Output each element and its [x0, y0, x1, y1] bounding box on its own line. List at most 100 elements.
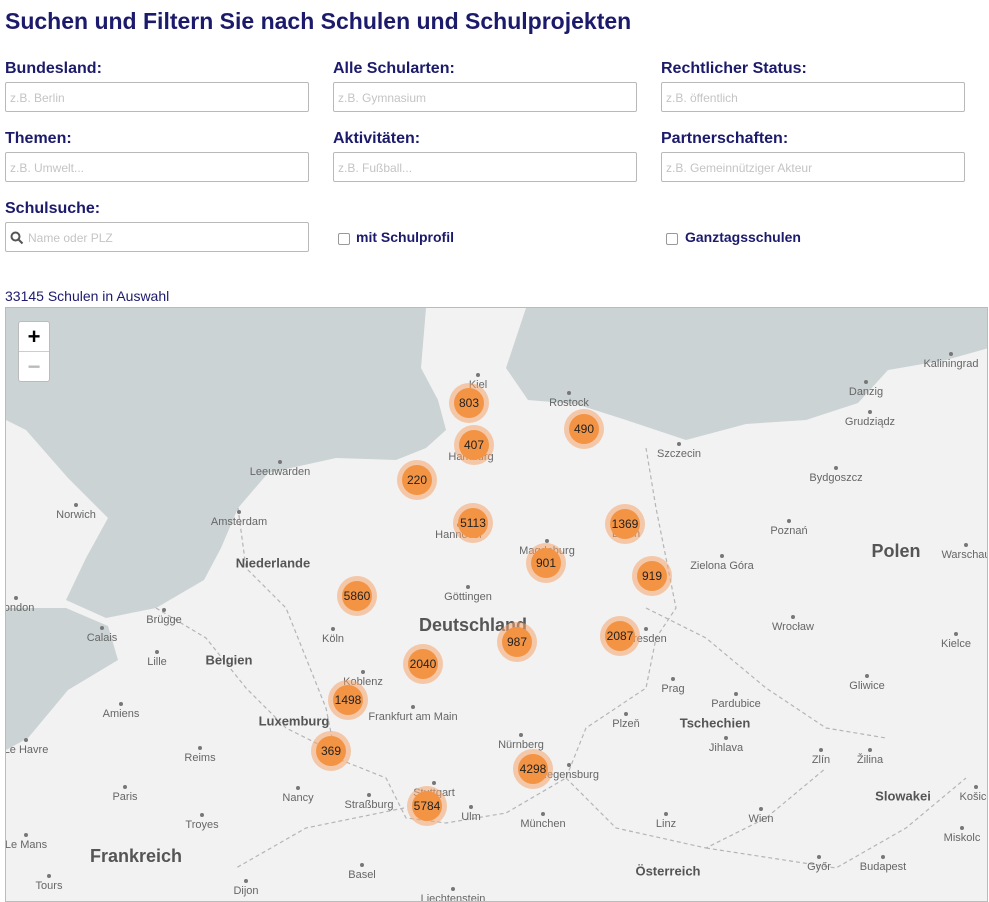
- cluster-marker[interactable]: [610, 509, 640, 539]
- cluster-marker[interactable]: [459, 430, 489, 460]
- place-dot: [119, 702, 123, 706]
- checkbox-label[interactable]: Ganztagsschulen: [685, 229, 801, 245]
- place-label: Ulm: [461, 811, 481, 823]
- place-label: Straßburg: [345, 799, 394, 811]
- cluster-count: 901: [536, 556, 556, 570]
- cluster-marker[interactable]: [569, 414, 599, 444]
- place-label: Lille: [147, 656, 167, 668]
- place-dot: [24, 833, 28, 837]
- input-placeholder: z.B. Berlin: [10, 91, 65, 105]
- cluster-marker[interactable]: [531, 548, 561, 578]
- input-placeholder: Name oder PLZ: [28, 231, 113, 245]
- zoom-control: + −: [18, 321, 50, 382]
- input-placeholder: z.B. Fußball...: [338, 161, 413, 175]
- map-canvas: KaliningradDanzigKielRostockHamburgSzcze…: [6, 308, 987, 901]
- place-dot: [759, 807, 763, 811]
- cluster-count: 4298: [520, 762, 547, 776]
- place-dot: [881, 855, 885, 859]
- search-input[interactable]: Name oder PLZ: [5, 222, 309, 252]
- place-label: Szczecin: [657, 448, 701, 460]
- zoom-out-button[interactable]: −: [27, 354, 41, 379]
- place-label: Zielona Góra: [690, 560, 754, 572]
- place-dot: [545, 539, 549, 543]
- place-dot: [47, 874, 51, 878]
- place-label: Zlín: [812, 754, 830, 766]
- place-dot: [974, 785, 978, 789]
- place-label: Kielce: [941, 638, 971, 650]
- country-label: Luxemburg: [259, 713, 330, 728]
- place-dot: [864, 380, 868, 384]
- place-dot: [411, 705, 415, 709]
- place-dot: [198, 746, 202, 750]
- place-dot: [644, 627, 648, 631]
- filter-input[interactable]: z.B. Umwelt...: [5, 152, 309, 182]
- place-label: Dijon: [233, 885, 258, 897]
- cluster-marker[interactable]: [605, 621, 635, 651]
- place-label: Troyes: [185, 819, 219, 831]
- cluster-marker[interactable]: [637, 561, 667, 591]
- north-sea: [6, 308, 446, 618]
- place-dot: [476, 373, 480, 377]
- place-label: Brügge: [146, 614, 181, 626]
- place-dot: [787, 519, 791, 523]
- place-label: Köln: [322, 633, 344, 645]
- zoom-in-button[interactable]: +: [19, 322, 49, 352]
- place-dot: [677, 442, 681, 446]
- place-dot: [432, 781, 436, 785]
- place-label: Basel: [348, 869, 376, 881]
- place-dot: [954, 632, 958, 636]
- cluster-marker[interactable]: [454, 388, 484, 418]
- cluster-marker[interactable]: [458, 508, 488, 538]
- filter-input[interactable]: z.B. Gymnasium: [333, 82, 637, 112]
- place-dot: [817, 855, 821, 859]
- place-dot: [123, 785, 127, 789]
- map[interactable]: KaliningradDanzigKielRostockHamburgSzcze…: [5, 307, 988, 902]
- baltic-sea: [506, 308, 987, 440]
- country-label: Slowakei: [875, 788, 931, 803]
- place-dot: [567, 763, 571, 767]
- search-icon: [10, 231, 24, 245]
- place-dot: [100, 626, 104, 630]
- place-dot: [541, 812, 545, 816]
- checkbox-label[interactable]: mit Schulprofil: [356, 229, 454, 245]
- filter-input[interactable]: z.B. öffentlich: [661, 82, 965, 112]
- cluster-count: 490: [574, 422, 594, 436]
- cluster-marker[interactable]: [502, 627, 532, 657]
- place-label: Prag: [661, 683, 684, 695]
- place-dot: [960, 826, 964, 830]
- place-label: Poznań: [770, 525, 807, 537]
- place-dot: [360, 863, 364, 867]
- cluster-marker[interactable]: [518, 754, 548, 784]
- place-dot: [671, 677, 675, 681]
- cluster-count: 5113: [460, 516, 486, 530]
- cluster-marker[interactable]: [316, 736, 346, 766]
- place-dot: [724, 736, 728, 740]
- cluster-count: 407: [464, 438, 484, 452]
- place-label: Wien: [748, 813, 773, 825]
- filter-input[interactable]: z.B. Gemeinnütziger Akteur: [661, 152, 965, 182]
- cluster-marker[interactable]: [402, 465, 432, 495]
- place-dot: [74, 503, 78, 507]
- place-dot: [964, 543, 968, 547]
- cluster-marker[interactable]: [412, 791, 442, 821]
- cluster-count: 803: [459, 396, 479, 410]
- place-dot: [868, 748, 872, 752]
- filter-input[interactable]: z.B. Fußball...: [333, 152, 637, 182]
- place-dot: [278, 460, 282, 464]
- cluster-marker[interactable]: [408, 649, 438, 679]
- checkbox[interactable]: [338, 233, 350, 245]
- place-label: Budapest: [860, 861, 906, 873]
- filter-input[interactable]: z.B. Berlin: [5, 82, 309, 112]
- place-dot: [791, 615, 795, 619]
- place-label: Nancy: [282, 792, 314, 804]
- place-dot: [868, 410, 872, 414]
- place-dot: [296, 786, 300, 790]
- cluster-marker[interactable]: [333, 685, 363, 715]
- cluster-count: 5860: [344, 589, 371, 603]
- place-label: Calais: [87, 632, 118, 644]
- place-label: Le Havre: [6, 744, 48, 756]
- filter-label: Alle Schularten:: [333, 60, 455, 77]
- borders: [155, 447, 967, 869]
- checkbox[interactable]: [666, 233, 678, 245]
- cluster-marker[interactable]: [342, 581, 372, 611]
